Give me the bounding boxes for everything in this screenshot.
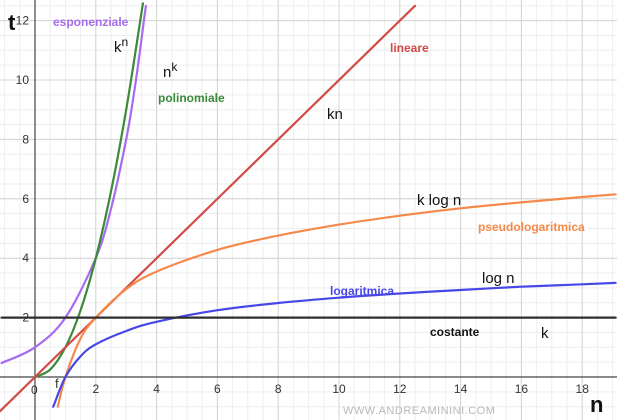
series-name-lineare: lineare (390, 41, 429, 55)
x-tick-label: 10 (332, 382, 346, 396)
curves (0, 2, 617, 413)
y-tick-label: 6 (22, 192, 29, 206)
origin-label: 0 (31, 383, 38, 397)
y-tick-label: 8 (22, 132, 29, 146)
intersection-point-label: f (55, 376, 59, 391)
x-tick-label: 18 (576, 382, 590, 396)
x-axis-label: n (590, 392, 603, 417)
curve-esponenziale (0, 4, 148, 365)
curve-pseudologaritmica (56, 193, 617, 408)
y-axis-label: t (8, 10, 16, 35)
series-expression-costante: k (541, 325, 549, 342)
y-tick-label: 12 (16, 14, 30, 28)
x-tick-label: 12 (393, 382, 407, 396)
x-tick-label: 4 (153, 382, 160, 396)
curve-logaritmica (52, 281, 617, 408)
series-name-costante: costante (430, 325, 480, 339)
curve-polinomiale (33, 2, 145, 379)
series-expression-pseudologaritmica: k log n (417, 192, 461, 209)
x-tick-label: 6 (214, 382, 221, 396)
series-name-polinomiale: polinomiale (158, 91, 225, 105)
series-expression-polinomiale: nk (163, 60, 178, 81)
x-tick-label: 16 (515, 382, 529, 396)
y-tick-label: 4 (22, 251, 29, 265)
x-tick-label: 14 (454, 382, 468, 396)
x-tick-label: 8 (275, 382, 282, 396)
series-expression-logaritmica: log n (482, 270, 515, 287)
x-tick-label: 2 (92, 382, 99, 396)
y-tick-label: 10 (16, 73, 30, 87)
series-name-pseudologaritmica: pseudologaritmica (478, 220, 585, 234)
series-expression-lineare: kn (327, 106, 343, 123)
series-expression-esponenziale: kn (114, 35, 128, 56)
series-name-esponenziale: esponenziale (53, 15, 129, 29)
curve-labels: esponenziale kn polinomiale nk lineare kn pseu… (53, 15, 585, 342)
watermark: WWW.ANDREAMININI.COM (343, 405, 495, 417)
series-name-logaritmica: logaritmica (330, 284, 394, 298)
